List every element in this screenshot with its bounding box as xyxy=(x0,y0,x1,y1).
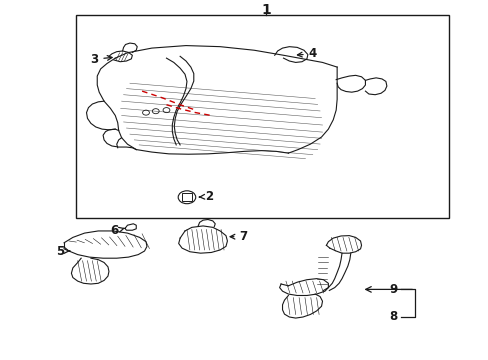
Bar xyxy=(181,193,192,201)
Bar xyxy=(76,15,448,218)
Text: 2: 2 xyxy=(199,190,213,203)
Text: 9: 9 xyxy=(388,283,397,296)
Text: 4: 4 xyxy=(297,47,316,60)
Text: 6: 6 xyxy=(110,224,124,238)
Text: 1: 1 xyxy=(261,3,271,17)
Text: 7: 7 xyxy=(230,230,247,243)
Text: 5: 5 xyxy=(56,244,70,257)
Text: 8: 8 xyxy=(388,310,397,324)
Text: 3: 3 xyxy=(90,53,112,66)
